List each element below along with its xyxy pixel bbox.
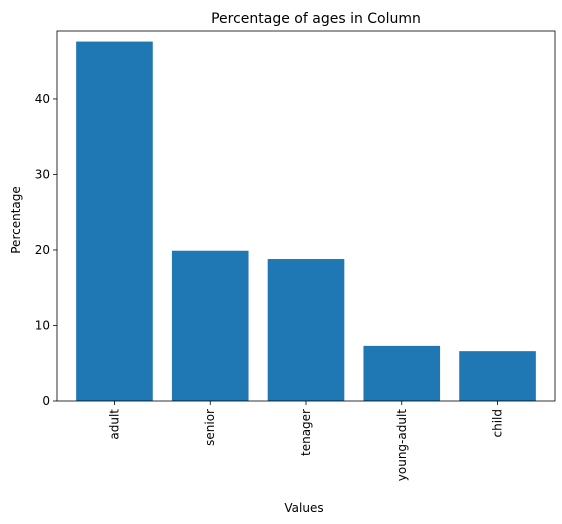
x-tick-label-young-adult: young-adult: [395, 409, 409, 482]
y-tick-label-30: 30: [35, 167, 50, 181]
plot-area: adult senior tenager young-adult child 0 10 20 3…: [35, 30, 556, 482]
bar-tenager: [267, 259, 345, 401]
bar-young-adult: [363, 345, 441, 401]
plot-frame: [56, 30, 556, 402]
y-tick-label-0: 0: [42, 394, 50, 408]
x-axis-label: Values: [284, 501, 323, 515]
y-axis-label: Percentage: [9, 186, 23, 254]
x-tick-label-tenager: tenager: [299, 409, 313, 456]
bar-senior: [171, 250, 249, 401]
bar-child: [459, 351, 536, 401]
y-tick-label-10: 10: [35, 318, 50, 332]
y-tick-label-40: 40: [35, 92, 50, 106]
chart-title: Percentage of ages in Column: [211, 11, 421, 27]
y-tick-label-20: 20: [35, 243, 50, 257]
x-tick-label-child: child: [491, 409, 505, 438]
x-tick-label-senior: senior: [203, 409, 217, 446]
bar-adult: [76, 41, 153, 401]
x-tick-label-adult: adult: [107, 409, 121, 440]
